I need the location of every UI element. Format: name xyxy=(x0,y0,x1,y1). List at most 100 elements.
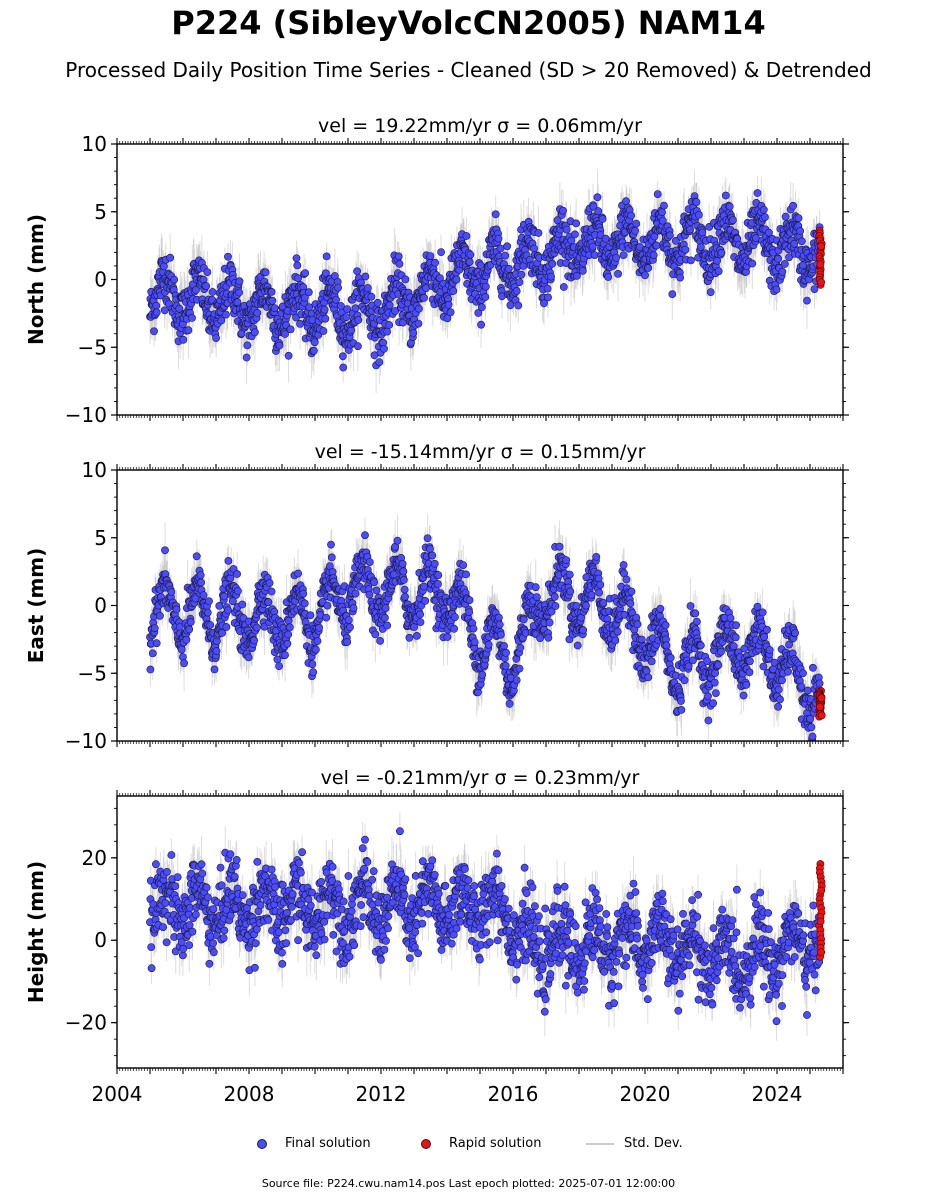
final-solution-point xyxy=(644,264,653,272)
final-solution-point xyxy=(789,201,797,210)
final-solution-point xyxy=(604,273,613,281)
final-solution-point xyxy=(614,269,622,278)
final-solution-point xyxy=(477,303,486,312)
final-solution-point xyxy=(641,271,649,280)
final-solution-point xyxy=(632,219,641,228)
final-solution-point xyxy=(332,295,340,304)
final-solution-point xyxy=(208,288,217,296)
final-solution-point xyxy=(598,215,607,223)
final-solution-point xyxy=(622,197,630,206)
final-solution-point xyxy=(687,256,695,265)
y-tick-label: 10 xyxy=(82,132,107,156)
final-solution-point xyxy=(150,327,158,336)
final-solution-point xyxy=(619,251,628,259)
final-solution-point xyxy=(810,285,819,293)
final-solution-point xyxy=(435,274,444,282)
final-solution-point xyxy=(593,193,602,202)
final-solution-point xyxy=(481,293,490,301)
final-solution-point xyxy=(649,251,658,260)
final-solution-point xyxy=(562,225,571,234)
y-tick-label: 0 xyxy=(94,268,107,292)
final-solution-point xyxy=(578,266,587,275)
rapid-solution-point xyxy=(817,242,826,251)
final-solution-point xyxy=(660,201,668,210)
final-solution-point xyxy=(224,252,232,261)
final-solution-point xyxy=(361,272,370,281)
final-solution-point xyxy=(573,271,581,280)
final-solution-point xyxy=(652,241,661,250)
final-solution-point xyxy=(796,227,805,235)
final-solution-point xyxy=(706,288,715,296)
final-solution-point xyxy=(544,293,552,302)
final-solution-point xyxy=(717,248,726,257)
final-solution-point xyxy=(797,237,806,246)
final-solution-point xyxy=(781,212,790,221)
final-solution-point xyxy=(588,242,597,251)
final-solution-point xyxy=(729,216,737,224)
final-solution-point xyxy=(293,261,302,270)
final-solution-point xyxy=(543,284,552,293)
final-solution-point xyxy=(481,282,490,291)
final-solution-point xyxy=(160,306,169,315)
final-solution-point xyxy=(243,341,252,350)
y-tick-label: −10 xyxy=(65,403,107,427)
final-solution-point xyxy=(476,261,485,270)
final-solution-point xyxy=(320,305,329,314)
final-solution-point xyxy=(686,225,694,234)
final-solution-point xyxy=(343,305,352,313)
final-solution-point xyxy=(354,316,363,324)
final-solution-point xyxy=(304,288,313,297)
final-solution-point xyxy=(233,298,242,307)
final-solution-point xyxy=(668,290,677,298)
final-solution-point xyxy=(414,304,423,313)
final-solution-point xyxy=(292,254,301,263)
final-solution-point xyxy=(572,219,580,228)
final-solution-point xyxy=(191,286,200,294)
final-solution-point xyxy=(496,244,505,253)
final-solution-point xyxy=(385,321,394,329)
final-solution-point xyxy=(431,258,439,267)
final-solution-point xyxy=(170,275,179,284)
final-solution-point xyxy=(696,243,705,251)
final-solution-point xyxy=(547,272,555,281)
final-solution-point xyxy=(294,274,302,283)
final-solution-point xyxy=(385,301,394,310)
final-solution-point xyxy=(300,293,309,302)
final-solution-point xyxy=(242,353,251,362)
final-solution-point xyxy=(559,206,567,215)
final-solution-point xyxy=(631,226,639,235)
final-solution-point xyxy=(698,228,707,237)
final-solution-point xyxy=(270,304,279,313)
final-solution-point xyxy=(152,301,161,310)
final-solution-point xyxy=(235,277,244,286)
final-solution-point xyxy=(695,210,703,219)
final-solution-point xyxy=(212,334,220,342)
final-solution-point xyxy=(184,326,193,335)
final-solution-point xyxy=(363,284,372,292)
final-solution-point xyxy=(780,260,789,268)
final-solution-point xyxy=(653,190,662,198)
final-solution-point xyxy=(725,202,734,211)
final-solution-point xyxy=(462,232,471,240)
final-solution-point xyxy=(334,283,342,292)
final-solution-point xyxy=(426,252,435,260)
final-solution-point xyxy=(380,344,388,353)
final-solution-point xyxy=(790,239,799,248)
final-solution-point xyxy=(373,298,382,307)
final-solution-point xyxy=(571,230,579,239)
final-solution-point xyxy=(395,259,404,268)
final-solution-point xyxy=(515,278,524,286)
final-solution-point xyxy=(353,267,361,276)
final-solution-point xyxy=(322,252,331,261)
final-solution-point xyxy=(309,346,318,355)
final-solution-point xyxy=(179,335,188,344)
final-solution-point xyxy=(627,211,635,220)
panel-title: vel = 19.22mm/yr σ = 0.06mm/yr xyxy=(318,115,642,137)
final-solution-point xyxy=(553,216,562,225)
final-solution-point xyxy=(517,270,526,279)
final-solution-point xyxy=(275,341,284,350)
final-solution-point xyxy=(222,310,230,319)
final-solution-point xyxy=(284,351,293,360)
final-solution-point xyxy=(235,288,243,297)
final-solution-point xyxy=(367,292,376,301)
